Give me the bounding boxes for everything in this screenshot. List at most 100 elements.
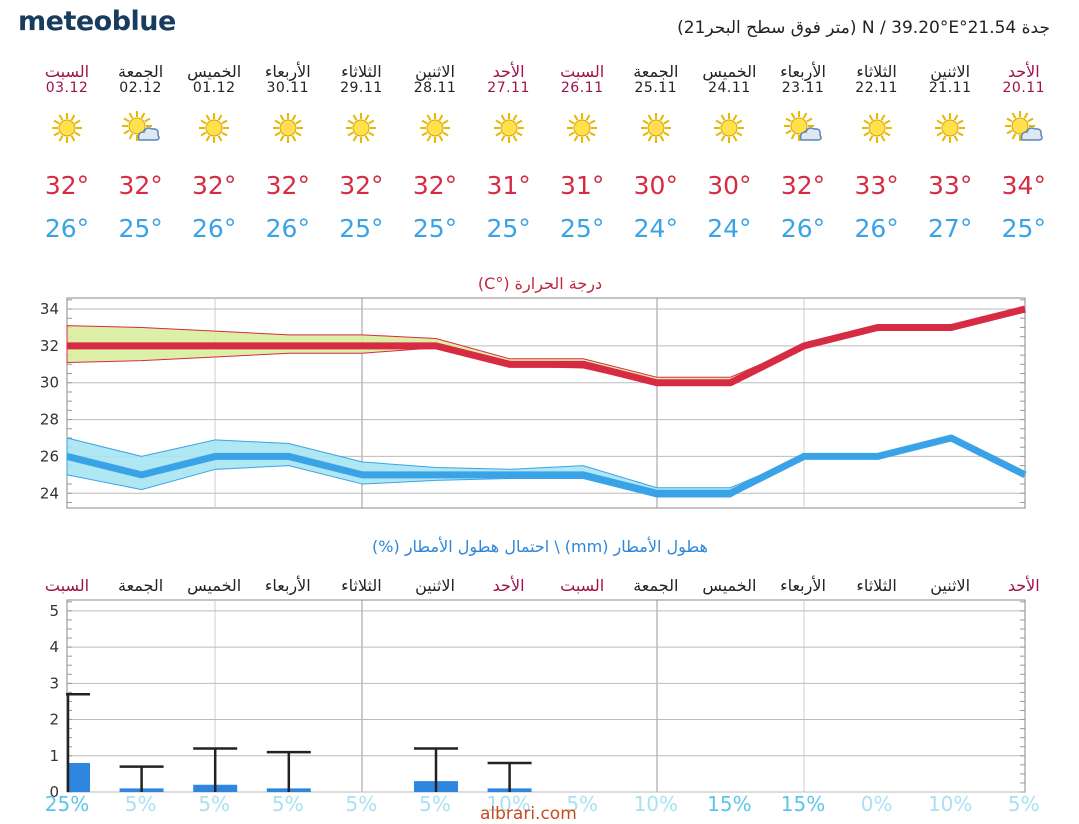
y-tick-label: 5 (49, 602, 59, 620)
min-temperature: 24° (633, 214, 678, 243)
day-name: الجمعة (633, 62, 679, 81)
max-temperature: 32° (192, 171, 237, 200)
day-name: الاثنين (415, 62, 455, 81)
precipitation-plot-area (66, 599, 1026, 793)
min-temperature: 25° (118, 214, 163, 243)
min-temperature: 26° (265, 214, 310, 243)
y-tick-label: 2 (49, 711, 59, 729)
max-temperature: 31° (560, 171, 605, 200)
day-name: الخميس (702, 62, 757, 81)
min-temperature: 25° (486, 214, 531, 243)
sun-icon (341, 108, 381, 148)
day-date: 28.11 (413, 80, 457, 96)
precipitation-probability: 5% (198, 792, 231, 816)
precipitation-probability: 5% (271, 792, 304, 816)
sun-cloud-icon (783, 108, 823, 148)
day-name: الاثنين (930, 62, 971, 81)
precipitation-probability: 10% (486, 792, 531, 816)
precipitation-day-label: الاثنين (415, 576, 455, 595)
precipitation-probability: 15% (707, 792, 752, 816)
max-temperature: 32° (44, 171, 90, 200)
precipitation-probability: 15% (780, 792, 826, 816)
day-date: 02.12 (119, 80, 162, 96)
day-date: 29.11 (340, 80, 383, 96)
y-tick-label: 30 (40, 374, 59, 392)
temperature-chart: 24 26 28 30 32 34 (40, 297, 1027, 509)
day-date: 23.11 (781, 80, 825, 96)
max-temperature: 32° (118, 171, 163, 200)
max-temperature: 32° (412, 171, 458, 200)
temperature-chart-title: درجة الحرارة (°C) (477, 274, 603, 293)
day-name: الخميس (187, 62, 242, 81)
min-temperature: 25° (1001, 214, 1046, 243)
precipitation-probability: 0% (860, 792, 893, 816)
precipitation-probability: 10% (633, 792, 679, 816)
day-date: 30.11 (266, 80, 310, 96)
day-name: الثلاثاء (856, 62, 897, 81)
precipitation-day-label: الجمعة (633, 576, 679, 595)
y-tick-label: 32 (40, 337, 59, 355)
sun-icon (194, 108, 234, 148)
sun-icon (562, 108, 602, 148)
watermark-text: albrari.com (480, 804, 577, 824)
precipitation-day-label: الجمعة (117, 576, 164, 595)
precipitation-probability: 5% (124, 792, 157, 816)
sun-icon (47, 108, 87, 148)
y-tick-label: 34 (40, 300, 59, 318)
min-temperature: 27° (928, 214, 973, 243)
sun-icon (930, 108, 970, 148)
max-temperature: 30° (633, 171, 678, 200)
precipitation-probability: 5% (345, 792, 378, 816)
precipitation-chart-title: هطول الأمطار (mm) \ احتمال هطول الأمطار … (372, 537, 708, 556)
day-name: الأحد (1007, 62, 1040, 81)
day-date: 22.11 (855, 80, 898, 96)
max-temperature-line (67, 305, 1026, 387)
day-date: 21.11 (928, 80, 972, 96)
y-tick-label: 4 (49, 638, 59, 656)
min-temperature: 24° (707, 214, 752, 243)
day-name: الأحد (492, 62, 525, 81)
sun-cloud-icon (121, 108, 161, 148)
day-name: الأربعاء (264, 62, 311, 81)
min-temperature: 26° (780, 214, 826, 243)
max-temperature: 33° (928, 171, 973, 200)
precipitation-bar (68, 763, 90, 792)
precipitation-day-label: الأحد (1007, 576, 1040, 595)
max-temperature: 34° (1001, 171, 1046, 200)
y-tick-label: 1 (49, 747, 59, 765)
sun-icon (489, 108, 529, 148)
y-tick-label: 28 (40, 411, 59, 429)
precipitation-probability: 5% (1007, 792, 1040, 816)
max-temperature: 31° (486, 171, 531, 200)
precipitation-day-label: الاثنين (930, 576, 971, 595)
y-tick-label: 26 (40, 447, 59, 465)
day-date: 24.11 (708, 80, 751, 96)
min-temperature: 26° (44, 214, 90, 243)
meteoblue-logo: meteoblue (18, 6, 176, 37)
y-tick-label: 24 (40, 484, 59, 502)
min-temperature: 25° (412, 214, 458, 243)
day-date: 26.11 (560, 80, 604, 96)
day-name: الأربعاء (780, 62, 826, 81)
day-name: السبت (44, 62, 90, 81)
sun-icon (857, 108, 897, 148)
max-temperature: 32° (339, 171, 384, 200)
max-temperature: 32° (265, 171, 310, 200)
y-tick-label: 3 (49, 674, 59, 692)
precipitation-day-label: السبت (44, 576, 90, 595)
max-temperature: 30° (707, 171, 752, 200)
min-temperature: 26° (854, 214, 899, 243)
day-date: 03.12 (45, 80, 89, 96)
precipitation-day-label: الأحد (492, 576, 525, 595)
day-date: 01.12 (192, 80, 236, 96)
day-date: 27.11 (487, 80, 530, 96)
min-temperature-line (66, 434, 1027, 497)
precipitation-day-label: الثلاثاء (341, 576, 382, 595)
sun-icon (636, 108, 676, 148)
day-name: الثلاثاء (341, 62, 382, 81)
precipitation-chart: 0 1 2 3 4 5 (49, 599, 1026, 801)
y-tick-label: 0 (49, 783, 59, 801)
precipitation-day-label: الأربعاء (264, 576, 311, 595)
min-temperature: 25° (560, 214, 605, 243)
